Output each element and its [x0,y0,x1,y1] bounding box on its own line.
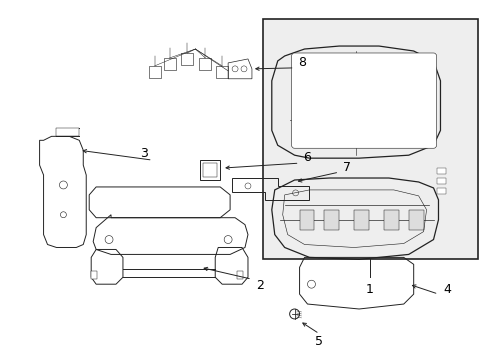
Bar [91,271,97,279]
Text: 4: 4 [443,283,450,296]
Bar [436,168,446,174]
Text: 3: 3 [140,147,147,160]
Text: 6: 6 [303,151,311,164]
Bar [299,210,314,230]
Bar [237,271,243,279]
Text: 2: 2 [255,279,264,292]
Bar [436,178,446,184]
FancyBboxPatch shape [291,53,436,148]
Bar [383,210,398,230]
Text: 8: 8 [298,57,306,69]
Bar [324,210,339,230]
Bar [203,163,217,177]
Text: 1: 1 [366,283,373,296]
Bar [56,129,79,136]
Bar [408,210,423,230]
Bar [436,188,446,194]
Bar [353,210,368,230]
Bar [200,160,220,180]
Bar [263,19,477,260]
Text: 5: 5 [315,335,323,348]
Text: 7: 7 [343,161,350,174]
